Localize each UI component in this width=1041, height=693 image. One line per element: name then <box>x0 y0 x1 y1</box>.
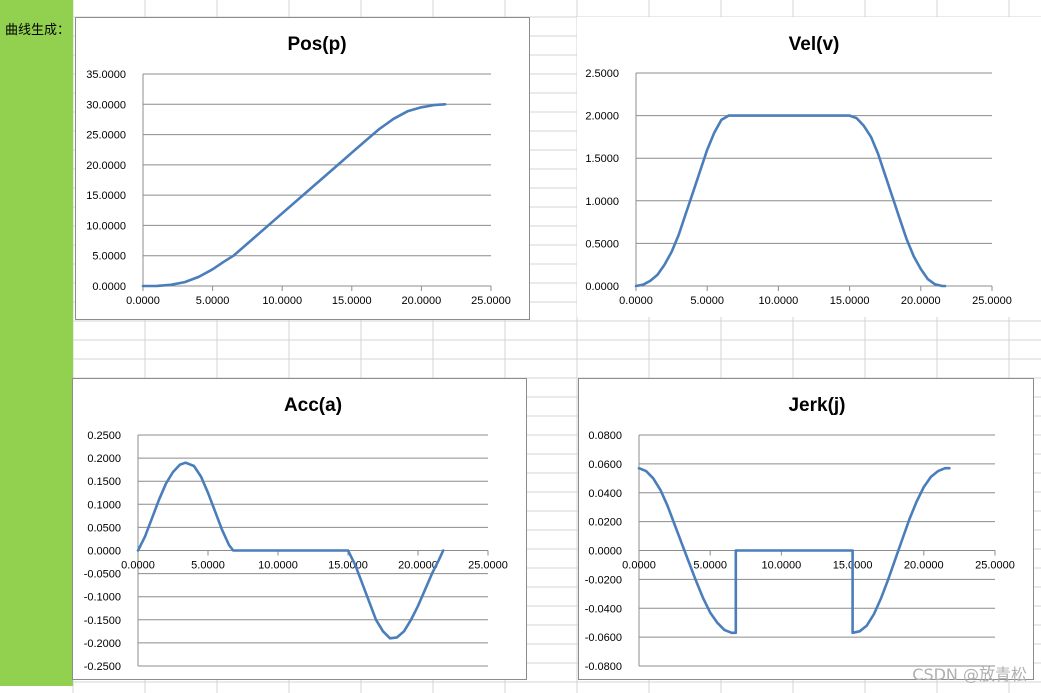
x-tick-label: 25.0000 <box>975 560 1015 572</box>
y-tick-label: 0.0000 <box>585 281 619 293</box>
x-tick-label: 15.0000 <box>332 295 372 307</box>
y-tick-label: 0.1000 <box>87 499 121 511</box>
y-tick-label: -0.2000 <box>84 638 121 650</box>
x-tick-label: 25.0000 <box>468 560 508 572</box>
x-tick-label: 20.0000 <box>901 295 941 307</box>
x-tick-label: 10.0000 <box>258 560 298 572</box>
x-tick-label: 0.0000 <box>619 295 653 307</box>
y-tick-label: 0.1500 <box>87 476 121 488</box>
x-tick-label: 5.0000 <box>191 560 225 572</box>
y-tick-label: -0.1000 <box>84 592 121 604</box>
x-tick-label: 0.0000 <box>622 560 656 572</box>
jerk-chart-plot: Jerk(j)-0.0800-0.0600-0.0400-0.02000.000… <box>585 395 1015 673</box>
y-tick-label: 0.0600 <box>588 459 622 471</box>
y-tick-label: 0.0400 <box>588 488 622 500</box>
x-tick-label: 5.0000 <box>693 560 727 572</box>
y-tick-label: 35.0000 <box>86 69 126 81</box>
jerk-chart[interactable]: Jerk(j) -0.0800 -0.0600 -0.0400 -0.0200 0.000… <box>578 378 1034 680</box>
y-tick-label: -0.0400 <box>585 603 622 615</box>
y-tick-label: 5.0000 <box>92 251 126 263</box>
pos-chart-plot: Pos(p) 0.0000 5.0000 10.0000 15.0000 20.0000 2… <box>86 34 511 307</box>
y-tick-label: 0.0200 <box>588 517 622 529</box>
y-tick-label: 1.0000 <box>585 196 619 208</box>
y-tick-label: 25.0000 <box>86 130 126 142</box>
y-tick-label: 30.0000 <box>86 99 126 111</box>
y-tick-label: -0.1500 <box>84 615 121 627</box>
y-tick-label: 0.5000 <box>585 238 619 250</box>
y-tick-label: -0.0500 <box>84 569 121 581</box>
y-tick-label: -0.0600 <box>585 632 622 644</box>
x-tick-label: 20.0000 <box>904 560 944 572</box>
acc-chart-plot: Acc(a) -0.2500 -0.2000 -0.1500 -0.1000 -0.050… <box>84 395 508 673</box>
y-tick-label: -0.2500 <box>84 661 121 673</box>
y-tick-label: 0.2500 <box>87 430 121 442</box>
acc-chart[interactable]: Acc(a) -0.2500 -0.2000 -0.1500 -0.1000 -0.050… <box>72 378 527 680</box>
y-tick-label: 0.0000 <box>92 281 126 293</box>
y-tick-label: 0.0500 <box>87 522 121 534</box>
y-tick-label: 10.0000 <box>86 220 126 232</box>
vel-chart-plot: Vel(v) 0.0000 0.5000 1.0000 1.5000 2.0000 2.50… <box>585 34 1012 307</box>
x-tick-label: 10.0000 <box>762 560 802 572</box>
series-line <box>141 103 447 288</box>
x-tick-label: 20.0000 <box>398 560 438 572</box>
x-tick-label: 10.0000 <box>262 295 302 307</box>
y-tick-label: 0.2000 <box>87 453 121 465</box>
x-tick-label: 15.0000 <box>328 560 368 572</box>
x-tick-label: 15.0000 <box>830 295 870 307</box>
cell-label[interactable]: 曲线生成： <box>5 23 71 38</box>
watermark: CSDN @放青松 <box>912 665 1027 684</box>
highlighted-column <box>0 0 73 686</box>
x-tick-label: 5.0000 <box>196 295 230 307</box>
chart-title: Pos(p) <box>287 34 346 55</box>
vel-chart[interactable]: Vel(v) 0.0000 0.5000 1.0000 1.5000 2.0000 2.50… <box>577 17 1041 317</box>
x-tick-label: 5.0000 <box>690 295 724 307</box>
y-tick-label: 2.5000 <box>585 68 619 80</box>
y-tick-label: 0.0000 <box>588 546 622 558</box>
series-line <box>637 466 951 635</box>
series-line <box>136 461 445 640</box>
series-line <box>634 114 947 288</box>
x-tick-label: 25.0000 <box>471 295 511 307</box>
y-tick-label: 1.5000 <box>585 153 619 165</box>
chart-title: Jerk(j) <box>788 395 845 416</box>
y-tick-label: 15.0000 <box>86 190 126 202</box>
y-tick-label: 20.0000 <box>86 160 126 172</box>
x-tick-label: 25.0000 <box>972 295 1012 307</box>
x-tick-label: 0.0000 <box>121 560 155 572</box>
y-tick-label: -0.0200 <box>585 574 622 586</box>
chart-title: Vel(v) <box>789 34 840 55</box>
y-tick-label: -0.0800 <box>585 661 622 673</box>
y-tick-label: 0.0800 <box>588 430 622 442</box>
x-tick-label: 20.0000 <box>402 295 442 307</box>
y-tick-label: 0.0000 <box>87 546 121 558</box>
pos-chart[interactable]: Pos(p) 0.0000 5.0000 10.0000 15.0000 20.0000 2… <box>75 17 530 320</box>
x-tick-label: 10.0000 <box>759 295 799 307</box>
y-tick-label: 2.0000 <box>585 111 619 123</box>
chart-title: Acc(a) <box>284 395 342 416</box>
x-tick-label: 0.0000 <box>126 295 160 307</box>
